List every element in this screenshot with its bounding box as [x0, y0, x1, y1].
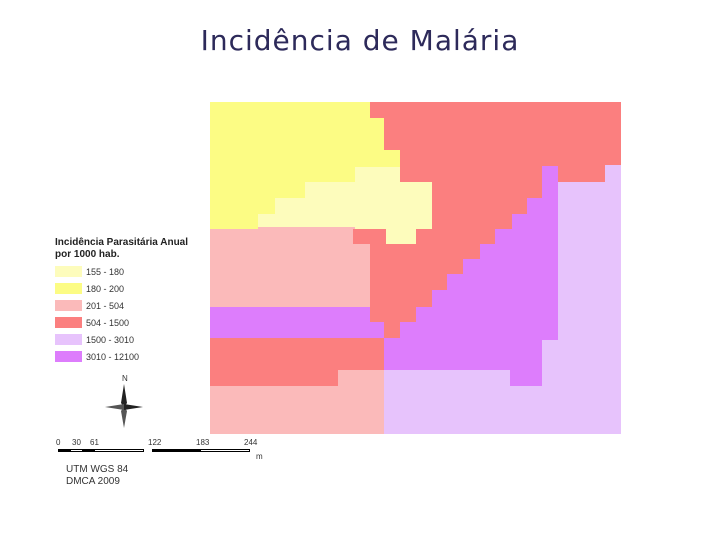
legend-item: 180 - 200 [55, 282, 215, 295]
north-arrow-icon: N [103, 372, 145, 432]
legend-swatch [55, 334, 82, 345]
scale-tick-4: 183 [196, 438, 210, 447]
south-needle [121, 407, 127, 428]
west-needle [105, 404, 124, 410]
legend-swatch [55, 300, 82, 311]
compass-rose-icon: N [105, 374, 143, 428]
legend-title: Incidência Parasitária Anual [55, 237, 189, 248]
legend-label: 201 - 504 [86, 300, 125, 311]
legend-subtitle: por 1000 hab. [55, 249, 120, 260]
scale-tick-5: 244 [244, 438, 258, 447]
legend-item: 3010 - 12100 [55, 350, 215, 363]
region-salmon-mid [370, 259, 400, 322]
map-title: Incidência de Malária [200, 24, 520, 57]
region-salmon-top [353, 102, 621, 338]
region-violet-left [210, 307, 384, 338]
region-yellow [210, 102, 400, 229]
scale-seg-1 [58, 449, 70, 452]
legend-item: 1500 - 3010 [55, 333, 215, 346]
legend-label: 180 - 200 [86, 283, 125, 294]
scale-seg-5 [152, 449, 200, 452]
legend-item: 201 - 504 [55, 299, 215, 312]
legend-label: 3010 - 12100 [86, 351, 140, 362]
region-lavender-right [384, 165, 621, 434]
legend-label: 504 - 1500 [86, 317, 130, 328]
scale-seg-3 [82, 449, 94, 452]
scale-bar: 0 30 61 122 183 244 m [56, 438, 266, 461]
legend-item: 155 - 180 [55, 265, 215, 278]
legend-swatch [55, 283, 82, 294]
legend-label: 155 - 180 [86, 266, 125, 277]
source-text: DMCA 2009 [66, 476, 120, 487]
legend-swatch [55, 351, 82, 362]
legend-swatch [55, 266, 82, 277]
legend-item: 504 - 1500 [55, 316, 215, 329]
scale-unit: m [256, 452, 263, 461]
east-needle [124, 404, 143, 410]
region-pale-yellow [258, 167, 432, 244]
scale-tick-2: 61 [90, 438, 99, 447]
region-violet [384, 166, 558, 386]
legend-label: 1500 - 3010 [86, 334, 135, 345]
projection-text: UTM WGS 84 [66, 464, 129, 475]
scale-tick-0: 0 [56, 438, 61, 447]
scale-tick-3: 122 [148, 438, 162, 447]
scale-seg-6 [200, 449, 250, 452]
legend-items: 155 - 180 180 - 200 201 - 504 504 - 1500 150… [55, 265, 215, 363]
scale-tick-1: 30 [72, 438, 81, 447]
region-salmon-left [210, 338, 384, 386]
legend-swatch [55, 317, 82, 328]
map-credits: UTM WGS 84 DMCA 2009 [66, 464, 128, 488]
legend: Incidência Parasitária Anual por 1000 ha… [55, 237, 215, 363]
scale-seg-4 [94, 449, 144, 452]
north-label: N [122, 374, 128, 383]
north-needle [121, 384, 127, 407]
